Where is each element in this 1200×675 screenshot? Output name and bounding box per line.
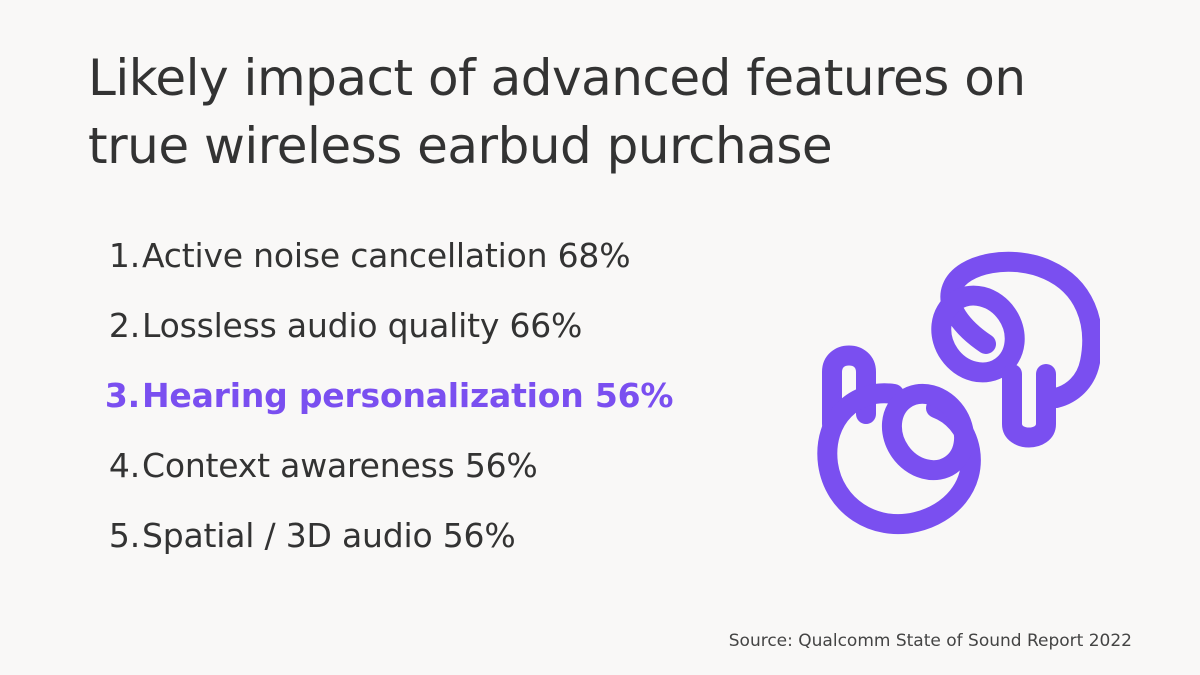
feature-number: 2. xyxy=(108,306,140,345)
feature-label: Spatial / 3D audio 56% xyxy=(142,516,516,555)
front-earbud-stem xyxy=(822,345,876,434)
feature-number: 1. xyxy=(108,236,140,275)
feature-item-context-awareness: 4. Context awareness 56% xyxy=(96,438,673,508)
feature-item-lossless-audio-quality: 2. Lossless audio quality 66% xyxy=(96,298,673,368)
feature-label: Hearing personalization 56% xyxy=(142,376,674,415)
feature-label: Context awareness 56% xyxy=(142,446,538,485)
feature-list: 1. Active noise cancellation 68% 2. Loss… xyxy=(96,228,674,578)
front-earbud-tip xyxy=(881,383,975,481)
feature-label: Active noise cancellation 68% xyxy=(142,236,631,275)
feature-label: Lossless audio quality 66% xyxy=(142,306,583,345)
title-line-2: true wireless earbud purchase xyxy=(88,117,833,175)
earbuds-icon xyxy=(817,251,1100,535)
rear-earbud-stem xyxy=(1002,364,1056,448)
title-line-1: Likely impact of advanced features on xyxy=(88,49,1026,107)
feature-item-spatial-audio: 5. Spatial / 3D audio 56% xyxy=(96,508,673,578)
page-title: Likely impact of advanced features on tr… xyxy=(88,44,1148,180)
feature-number: 3. xyxy=(104,376,140,415)
feature-item-active-noise-cancellation: 1. Active noise cancellation 68% xyxy=(96,228,673,298)
feature-number: 4. xyxy=(108,446,140,485)
feature-number: 5. xyxy=(108,516,140,555)
rear-earbud-tip xyxy=(931,285,1025,383)
source-citation: Source: Qualcomm State of Sound Report 2… xyxy=(728,631,1132,651)
feature-item-hearing-personalization: 3. Hearing personalization 56% xyxy=(96,368,674,438)
